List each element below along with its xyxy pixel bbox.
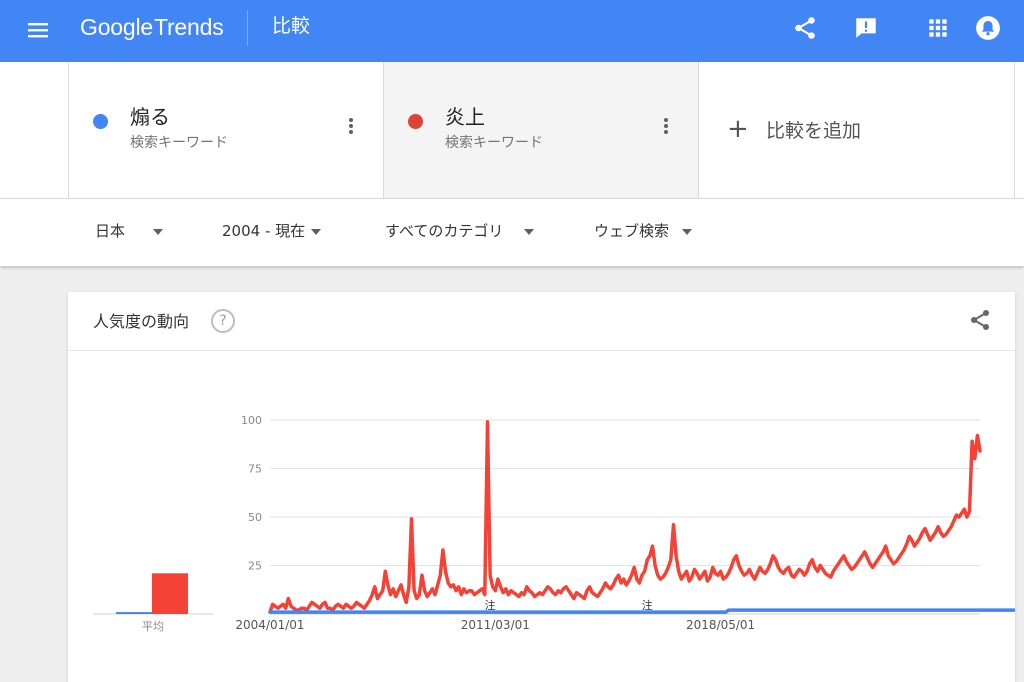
card-title: 人気度の動向 (93, 312, 190, 331)
interest-over-time-card: 人気度の動向 ? 100 75 50 25 2004/01/01 2011/03/01 20… (68, 292, 1015, 682)
region-value: 日本 (95, 222, 126, 240)
series-color-dot (93, 114, 108, 129)
search-term-card-1[interactable]: 煽る 検索キーワード (68, 62, 384, 198)
x-date-label: 2004/01/01 (235, 618, 304, 632)
more-vert-icon[interactable] (347, 118, 355, 138)
average-label: 平均 (142, 620, 164, 633)
page-title: 比較 (272, 15, 311, 37)
dropdown-arrow-icon (682, 229, 692, 235)
top-app-bar: GoogleTrends 比較 (0, 0, 1024, 62)
dropdown-arrow-icon (153, 229, 163, 235)
help-icon[interactable]: ? (211, 309, 235, 333)
note-marker: 注 (485, 598, 496, 612)
add-comparison-label: 比較を追加 (766, 120, 862, 142)
y-tick-label: 50 (248, 511, 262, 524)
search-property-value: ウェブ検索 (594, 222, 670, 240)
series-color-dot (408, 114, 423, 129)
logo-trends-text: Trends (153, 14, 224, 40)
y-tick-label: 100 (241, 414, 262, 427)
search-property-dropdown[interactable]: ウェブ検索 (594, 221, 692, 243)
search-term-type: 検索キーワード (445, 135, 543, 151)
google-trends-logo[interactable]: GoogleTrends (80, 12, 224, 42)
share-icon[interactable] (792, 15, 818, 41)
average-bar (116, 612, 152, 614)
series-line (268, 608, 1015, 614)
more-vert-icon[interactable] (662, 118, 670, 138)
note-marker: 注 (642, 598, 653, 612)
add-comparison-button[interactable]: + 比較を追加 (698, 62, 1015, 198)
menu-icon[interactable] (26, 18, 50, 42)
interest-line-chart: 100 75 50 25 2004/01/01 2011/03/01 2018/05/01 平… (93, 414, 1015, 633)
average-bar (152, 573, 188, 614)
y-tick-label: 25 (248, 560, 262, 573)
dropdown-arrow-icon (524, 229, 534, 235)
x-date-label: 2018/05/01 (686, 618, 755, 632)
plus-icon: + (727, 114, 749, 144)
category-value: すべてのカテゴリ (385, 222, 504, 240)
dropdown-arrow-icon (311, 229, 321, 235)
comparison-bar: 煽る 検索キーワード 炎上 検索キーワード + 比較を追加 (0, 62, 1024, 198)
time-range-dropdown[interactable]: 2004 - 現在 (222, 221, 321, 243)
category-dropdown[interactable]: すべてのカテゴリ (385, 221, 534, 243)
filter-bar: 日本 2004 - 現在 すべてのカテゴリ ウェブ検索 (0, 198, 1024, 266)
search-term-label: 煽る (130, 105, 170, 129)
x-date-label: 2011/03/01 (461, 618, 530, 632)
notifications-icon[interactable] (975, 15, 1001, 41)
feedback-icon[interactable] (853, 15, 879, 41)
search-term-label: 炎上 (445, 105, 485, 129)
header-divider (247, 10, 248, 46)
card-divider (68, 350, 1015, 351)
region-dropdown[interactable]: 日本 (95, 221, 163, 243)
y-tick-label: 75 (248, 463, 262, 476)
apps-icon[interactable] (925, 15, 951, 41)
logo-google-text: Google (80, 14, 153, 40)
series-line (268, 420, 982, 614)
search-term-type: 検索キーワード (130, 135, 228, 151)
share-icon[interactable] (968, 308, 992, 332)
search-term-card-2[interactable]: 炎上 検索キーワード (383, 62, 699, 198)
time-range-value: 2004 - 現在 (222, 222, 306, 240)
